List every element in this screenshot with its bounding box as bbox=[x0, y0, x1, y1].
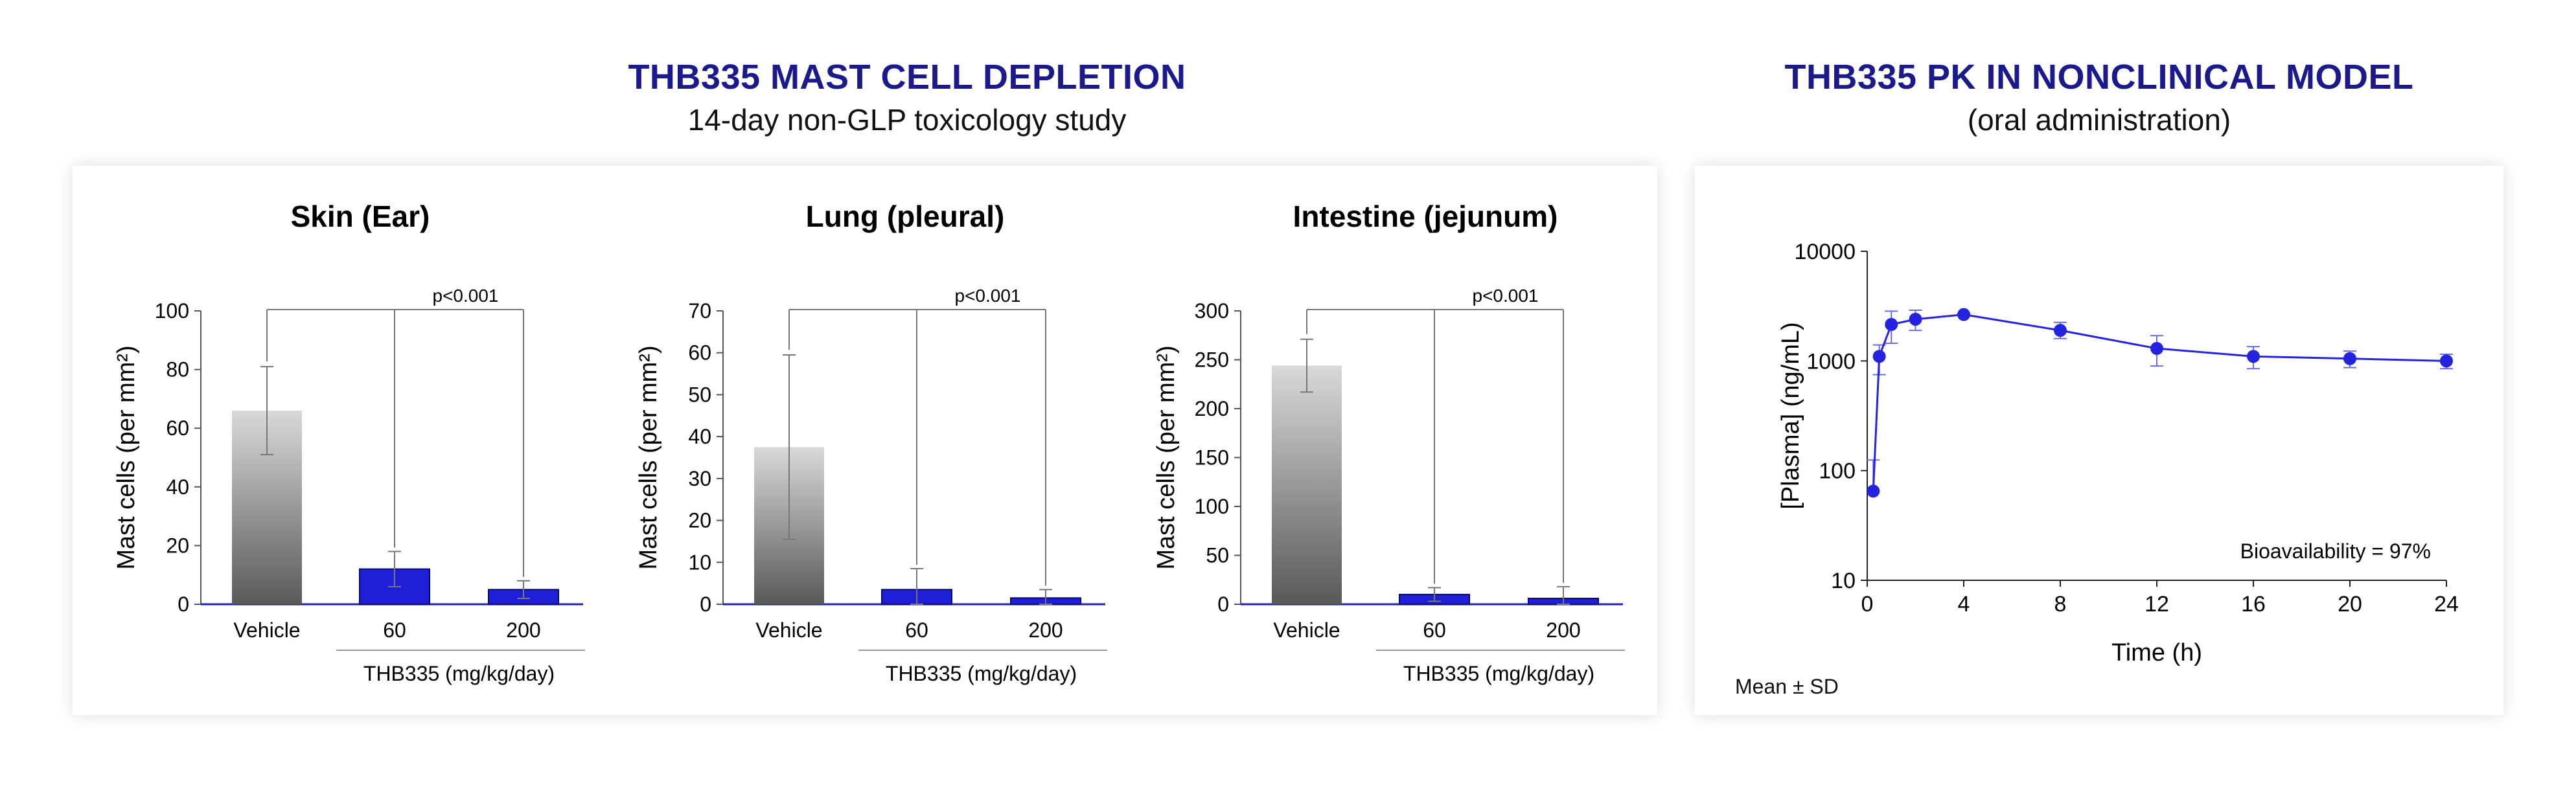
x-tick-label: 20 bbox=[2338, 592, 2362, 617]
significance-label: p<0.001 bbox=[1473, 286, 1539, 306]
x-tick-label: 60 bbox=[1423, 618, 1446, 642]
bar-charts-svg: Skin (Ear) Mast cells (per mm²) 0 20 40 60 80 1… bbox=[113, 199, 1625, 685]
group-label: THB335 (mg/kg/day) bbox=[1403, 662, 1594, 685]
chart-title: Lung (pleural) bbox=[806, 199, 1005, 233]
y-tick-label: 70 bbox=[688, 299, 711, 323]
pk-data-point bbox=[1867, 484, 1880, 498]
x-tick-label: 60 bbox=[905, 618, 928, 642]
bar-chart-2: Lung (pleural) Mast cells (per mm²) 0 10 20 3… bbox=[635, 199, 1107, 685]
x-tick-label: 24 bbox=[2434, 592, 2459, 617]
pk-chart-svg: 10 100 1000 10000 0 4 8 12 16 20 24 [Plasma] (ng/mL… bbox=[1777, 240, 2459, 666]
y-tick-label: 200 bbox=[1195, 397, 1229, 420]
y-tick-label: 0 bbox=[1217, 593, 1229, 616]
bar-chart-3: Intestine (jejunum) Mast cells (per mm²) 0… bbox=[1153, 199, 1625, 685]
y-tick-label: 10000 bbox=[1794, 240, 1856, 264]
y-tick-label: 80 bbox=[166, 358, 189, 381]
group-label: THB335 (mg/kg/day) bbox=[886, 662, 1077, 685]
significance-label: p<0.001 bbox=[433, 286, 499, 306]
y-tick-label: 250 bbox=[1195, 348, 1229, 372]
x-tick-label: 200 bbox=[1028, 618, 1063, 642]
y-tick-label: 60 bbox=[688, 341, 711, 365]
y-tick-label: 60 bbox=[166, 416, 189, 440]
x-tick-label: 60 bbox=[383, 618, 406, 642]
x-tick-label: 4 bbox=[1958, 592, 1970, 617]
y-tick-label: 50 bbox=[688, 383, 711, 406]
left-section-title: THB335 MAST CELL DEPLETION bbox=[628, 58, 1186, 96]
y-tick-label: 300 bbox=[1195, 299, 1229, 323]
pk-data-point bbox=[1909, 312, 1922, 326]
y-tick-label: 0 bbox=[700, 593, 711, 616]
y-tick-label: 10 bbox=[1831, 569, 1856, 593]
x-tick-label: Vehicle bbox=[1273, 618, 1340, 642]
x-tick-label: 16 bbox=[2241, 592, 2266, 617]
left-section-subtitle: 14-day non-GLP toxicology study bbox=[687, 103, 1127, 137]
y-axis-label: Mast cells (per mm²) bbox=[635, 345, 662, 569]
mast-cell-panel: Skin (Ear) Mast cells (per mm²) 0 20 40 60 80 1… bbox=[73, 166, 1657, 715]
y-tick-label: 150 bbox=[1195, 446, 1229, 470]
pk-data-point bbox=[1872, 350, 1886, 363]
y-tick-label: 20 bbox=[166, 534, 189, 557]
chart-title: Intestine (jejunum) bbox=[1293, 199, 1558, 233]
pk-data-point bbox=[2247, 350, 2260, 363]
x-tick-label: 200 bbox=[1546, 618, 1580, 642]
y-tick-label: 10 bbox=[688, 550, 711, 574]
x-tick-label: 0 bbox=[1861, 592, 1874, 617]
pk-chart: 10 100 1000 10000 0 4 8 12 16 20 24 [Plasma] (ng/mL… bbox=[1777, 240, 2459, 666]
right-section-title: THB335 PK IN NONCLINICAL MODEL bbox=[1784, 58, 2414, 96]
x-tick-label: 8 bbox=[2054, 592, 2067, 617]
x-tick-label: Vehicle bbox=[755, 618, 822, 642]
x-tick-label: 12 bbox=[2145, 592, 2169, 617]
x-tick-label: 200 bbox=[506, 618, 540, 642]
pk-data-point bbox=[2054, 324, 2067, 337]
pk-data-point bbox=[1957, 308, 1970, 321]
x-axis-label: Time (h) bbox=[2111, 639, 2202, 666]
y-tick-label: 1000 bbox=[1806, 349, 1856, 374]
x-tick-label: Vehicle bbox=[233, 618, 300, 642]
pk-data-point bbox=[1885, 318, 1898, 332]
y-tick-label: 50 bbox=[1206, 544, 1229, 567]
y-tick-label: 40 bbox=[688, 425, 711, 448]
right-section-subtitle: (oral administration) bbox=[1967, 103, 2231, 137]
y-tick-label: 40 bbox=[166, 475, 189, 499]
pk-data-point bbox=[2150, 342, 2163, 356]
y-tick-label: 100 bbox=[1819, 459, 1856, 484]
y-tick-label: 100 bbox=[155, 299, 189, 323]
y-tick-label: 20 bbox=[688, 509, 711, 532]
bioavailability-annotation: Bioavailability = 97% bbox=[2240, 539, 2431, 563]
y-tick-label: 100 bbox=[1195, 495, 1229, 518]
y-tick-label: 30 bbox=[688, 467, 711, 490]
pk-data-point bbox=[2343, 352, 2356, 365]
bar-chart-1: Skin (Ear) Mast cells (per mm²) 0 20 40 60 80 1… bbox=[113, 199, 585, 685]
significance-label: p<0.001 bbox=[955, 286, 1021, 306]
mean-sd-footnote: Mean ± SD bbox=[1735, 675, 1839, 698]
pk-panel: 10 100 1000 10000 0 4 8 12 16 20 24 [Plasma] (ng/mL… bbox=[1695, 166, 2503, 715]
chart-title: Skin (Ear) bbox=[291, 199, 430, 233]
y-axis-label: Mast cells (per mm²) bbox=[113, 345, 140, 569]
y-tick-label: 0 bbox=[178, 593, 189, 616]
pk-data-point bbox=[2440, 354, 2453, 368]
group-label: THB335 (mg/kg/day) bbox=[363, 662, 555, 685]
bar-vehicle bbox=[1272, 365, 1342, 604]
y-axis-label: Mast cells (per mm²) bbox=[1153, 345, 1180, 569]
pk-series-line bbox=[1872, 313, 2447, 492]
y-axis-label: [Plasma] (ng/mL) bbox=[1777, 322, 1804, 509]
